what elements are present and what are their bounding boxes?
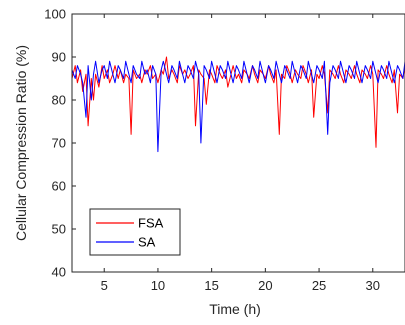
x-tick-label: 5	[101, 278, 108, 293]
y-tick-label: 40	[52, 265, 66, 280]
x-axis-label: Time (h)	[209, 301, 261, 317]
y-tick-label: 90	[52, 50, 66, 65]
legend-box	[89, 208, 181, 256]
series-line-sa	[71, 60, 405, 153]
y-tick-label: 60	[52, 179, 66, 194]
series-line-fsa	[71, 56, 405, 148]
x-tick-label: 30	[366, 278, 380, 293]
legend-label-fsa: FSA	[138, 216, 164, 231]
y-axis-label: Cellular Compression Ratio (%)	[13, 45, 29, 241]
y-tick-label: 50	[52, 222, 66, 237]
y-tick-label: 80	[52, 93, 66, 108]
x-tick-label: 25	[312, 278, 326, 293]
x-tick-label: 20	[258, 278, 272, 293]
x-tick-label: 15	[204, 278, 218, 293]
legend-label-sa: SA	[138, 235, 156, 250]
legend: FSA SA	[89, 208, 181, 256]
plot-area	[71, 56, 405, 153]
y-tick-label: 70	[52, 136, 66, 151]
axes: 40 50 60 70 80 90 100 5 10 15 20 25 30	[44, 7, 405, 293]
x-tick-label: 10	[151, 278, 165, 293]
y-tick-label: 100	[44, 7, 66, 22]
